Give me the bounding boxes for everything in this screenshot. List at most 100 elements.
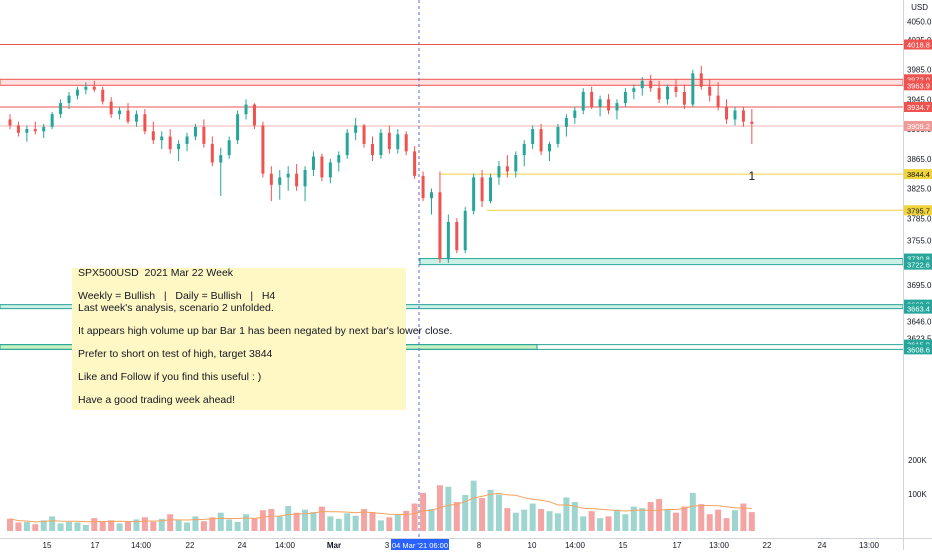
candle-body [699, 73, 703, 87]
volume-bar [605, 516, 612, 531]
candle-body [531, 129, 535, 144]
candle-body [716, 95, 720, 107]
candle-body [581, 91, 585, 111]
bar-annotation: 1 [748, 169, 755, 183]
candle-body [497, 166, 501, 178]
candle-body [278, 177, 282, 185]
volume-bar [99, 521, 106, 531]
volume-bar [226, 519, 233, 531]
time-tick-label: 14:00 [275, 541, 296, 550]
candle-body [632, 88, 636, 92]
volume-bar [580, 516, 587, 531]
volume-bar [672, 512, 679, 531]
time-tick-label: 15 [619, 541, 628, 550]
candle-body [92, 86, 96, 90]
candle-body [472, 177, 476, 211]
analysis-note: SPX500USD 2021 Mar 22 Week Weekly = Bull… [72, 267, 452, 410]
volume-bar [200, 521, 207, 531]
candle-body [75, 89, 79, 96]
volume-bar [23, 521, 30, 531]
volume-bar [436, 485, 443, 531]
price-level-label-bg [904, 102, 932, 113]
price-level-label: 3795.7 [907, 206, 930, 215]
volume-bar [243, 514, 250, 531]
candle-body [320, 156, 324, 178]
candle-body [160, 136, 164, 141]
volume-bar [597, 518, 604, 531]
price-level-label: 3730.8 [907, 255, 930, 264]
volume-bar [141, 517, 148, 531]
candle-body [261, 125, 265, 174]
candle-body [505, 166, 509, 172]
candle-body [16, 125, 20, 133]
price-level-label-bg [904, 169, 932, 180]
time-tick-label: 8 [477, 541, 482, 550]
candle-body [202, 126, 206, 144]
candle-body [286, 173, 290, 178]
time-tick-label: 22 [763, 541, 772, 550]
candle-body [177, 143, 181, 150]
volume-bar [681, 506, 688, 531]
candle-body [227, 140, 231, 156]
candle-body [252, 104, 256, 126]
volume-bar [512, 512, 519, 531]
volume-bar [546, 511, 553, 531]
price-tick-label: 3785.0 [907, 214, 932, 223]
candle-body [725, 106, 729, 120]
candle-body [370, 143, 374, 156]
candle-body [345, 132, 349, 156]
price-level-label: 3608.6 [907, 345, 930, 354]
volume-bar [428, 509, 435, 531]
volume-bar [630, 506, 637, 531]
time-tick-label: 14:00 [565, 541, 586, 550]
volume-bar [234, 521, 241, 531]
time-tick-label: 24 [238, 541, 247, 550]
candles: 1 [8, 65, 755, 263]
note-follow: Like and Follow if you find this useful … [78, 370, 262, 383]
volume-bar [125, 521, 132, 531]
candle-body [421, 175, 425, 199]
candle-body [590, 91, 594, 107]
volume-bar [74, 522, 81, 531]
candle-body [387, 132, 391, 150]
price-tick-label: 3825.0 [907, 185, 932, 194]
volume-bar [731, 510, 738, 531]
candle-body [362, 125, 366, 144]
price-level-label: 4018.8 [907, 41, 930, 50]
candle-body [733, 110, 737, 120]
candle-body [463, 210, 467, 251]
candle-body [328, 162, 332, 178]
cursor-time-label: 04 Mar '21 06:00 [392, 541, 448, 550]
candle-body [413, 151, 417, 176]
candle-body [8, 119, 12, 126]
candle-body [109, 101, 113, 115]
volume-bar [479, 498, 486, 531]
volume-bar [639, 508, 646, 531]
volume-bar [310, 512, 317, 531]
volume-bar [209, 517, 216, 531]
price-level-label: 3722.6 [907, 261, 930, 270]
candle-body [682, 91, 686, 105]
volume-bar [302, 509, 309, 531]
candle-body [118, 110, 122, 115]
volume-bar [588, 511, 595, 531]
time-tick-label: 22 [186, 541, 195, 550]
volume-bar [361, 509, 368, 531]
price-level-label: 3844.4 [907, 170, 930, 179]
candle-body [168, 136, 172, 150]
volume-bar [656, 498, 663, 531]
volume-bar [748, 512, 755, 531]
candle-body [640, 80, 644, 89]
time-tick-label: 3 [385, 541, 390, 550]
price-level-label-bg [904, 344, 932, 355]
candle-body [430, 192, 433, 199]
candle-body [379, 132, 383, 156]
candle-body [741, 110, 745, 122]
note-scenario: Last week's analysis, scenario 2 unfolde… [78, 301, 274, 314]
candle-body [337, 155, 341, 163]
candle-body [615, 103, 619, 111]
candle-body [666, 86, 670, 100]
volume-bar [495, 494, 502, 531]
